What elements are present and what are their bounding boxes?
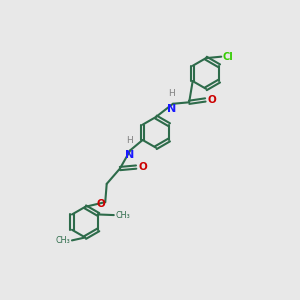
Text: N: N	[125, 150, 134, 160]
Text: CH₃: CH₃	[55, 236, 70, 245]
Text: O: O	[96, 199, 105, 208]
Text: N: N	[167, 104, 176, 114]
Text: O: O	[138, 162, 147, 172]
Text: O: O	[207, 95, 216, 105]
Text: H: H	[126, 136, 133, 145]
Text: Cl: Cl	[223, 52, 233, 62]
Text: H: H	[168, 89, 175, 98]
Text: CH₃: CH₃	[116, 211, 130, 220]
